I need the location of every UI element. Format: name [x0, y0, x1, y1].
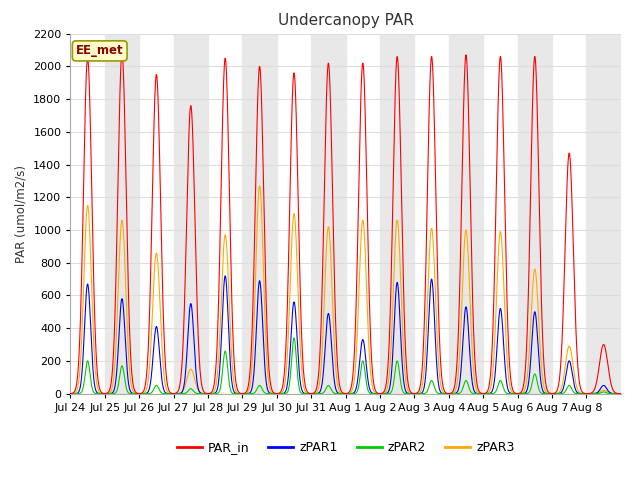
Text: EE_met: EE_met [76, 44, 124, 58]
Y-axis label: PAR (umol/m2/s): PAR (umol/m2/s) [15, 165, 28, 263]
Bar [105, 34, 140, 394]
Bar [449, 34, 483, 394]
Bar [311, 34, 346, 394]
Bar [243, 34, 277, 394]
Legend: PAR_in, zPAR1, zPAR2, zPAR3: PAR_in, zPAR1, zPAR2, zPAR3 [172, 436, 520, 459]
Bar [173, 34, 208, 394]
Title: Undercanopy PAR: Undercanopy PAR [278, 13, 413, 28]
Bar [586, 34, 621, 394]
Bar [380, 34, 415, 394]
Bar [518, 34, 552, 394]
